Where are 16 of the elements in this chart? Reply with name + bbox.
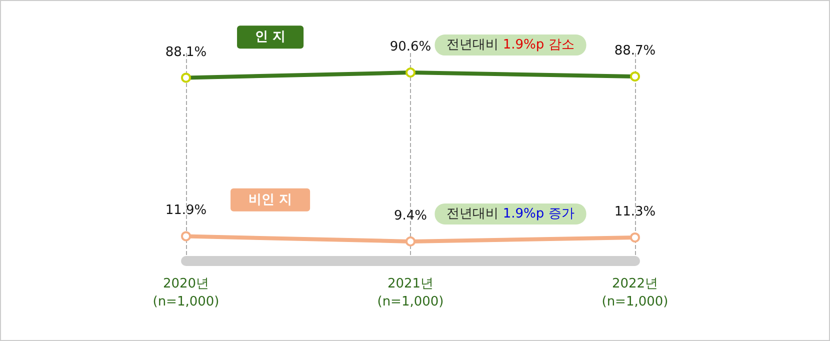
data-label: 88.7% xyxy=(614,44,656,59)
data-label: 9.4% xyxy=(394,208,428,224)
text: 비인 지 xyxy=(248,192,292,208)
point xyxy=(406,236,416,246)
point xyxy=(630,232,640,242)
x-tick-label: 2022년 (n=1,000) xyxy=(602,276,668,310)
data-label: 90.6% xyxy=(390,40,432,55)
text: 인 지 xyxy=(255,30,286,45)
x-tick-label: 2021년 (n=1,000) xyxy=(377,276,444,310)
data-label: 11.3% xyxy=(614,204,656,220)
x-tick-label: 2020년 (n=1,000) xyxy=(152,276,220,310)
point xyxy=(181,231,191,242)
annotation: 전년대비 1.9%p 증가 xyxy=(446,206,574,222)
data-label: 11.9% xyxy=(165,203,207,218)
data-label: 88.1% xyxy=(165,44,207,60)
text: 전년대비 1.9%p 감소 xyxy=(446,38,574,53)
